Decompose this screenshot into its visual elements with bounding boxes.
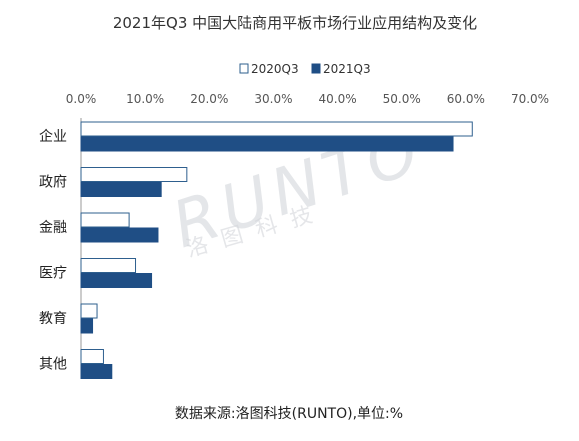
- category-label: 其他: [39, 357, 67, 373]
- x-tick-label: 30.0%: [254, 92, 292, 106]
- bar-2020Q3: [80, 167, 188, 182]
- bar-2020Q3: [80, 258, 137, 273]
- bar-2021Q3: [80, 364, 113, 379]
- bar-2021Q3: [80, 227, 159, 243]
- category-label: 医疗: [39, 266, 67, 282]
- bar-2020Q3: [80, 121, 473, 137]
- x-tick-label: 20.0%: [190, 92, 228, 106]
- bar-2021Q3: [80, 136, 454, 152]
- source-note: 数据来源:洛图科技(RUNTO),单位:%: [175, 406, 403, 422]
- bar-2021Q3: [80, 273, 153, 288]
- x-tick-label: 50.0%: [383, 92, 421, 106]
- x-tick-label: 40.0%: [319, 92, 357, 106]
- x-tick-label: 0.0%: [66, 92, 97, 106]
- legend: 2020Q3 2021Q3: [239, 62, 371, 76]
- category-label: 企业: [39, 128, 67, 145]
- legend-swatch: [239, 63, 249, 74]
- bar-2021Q3: [80, 182, 162, 197]
- x-axis-ticks: 0.0% 10.0% 20.0% 30.0% 40.0% 50.0% 60.0% 70.0%: [66, 92, 549, 106]
- bar-2020Q3: [80, 303, 98, 319]
- x-tick-label: 10.0%: [126, 92, 164, 106]
- bar-2020Q3: [80, 212, 130, 228]
- bar-2021Q3: [80, 318, 94, 334]
- x-tick-label: 70.0%: [511, 92, 549, 106]
- category-label: 金融: [39, 220, 67, 236]
- legend-swatch: [311, 63, 321, 74]
- x-tick-label: 60.0%: [447, 92, 485, 106]
- legend-label: 2020Q3: [251, 62, 299, 76]
- bars: [80, 121, 473, 379]
- bar-2020Q3: [80, 349, 104, 364]
- chart-title: 2021年Q3 中国大陆商用平板市场行业应用结构及变化: [113, 14, 477, 32]
- legend-label: 2021Q3: [323, 62, 371, 76]
- category-label: 政府: [39, 175, 67, 191]
- category-label: 教育: [39, 311, 67, 327]
